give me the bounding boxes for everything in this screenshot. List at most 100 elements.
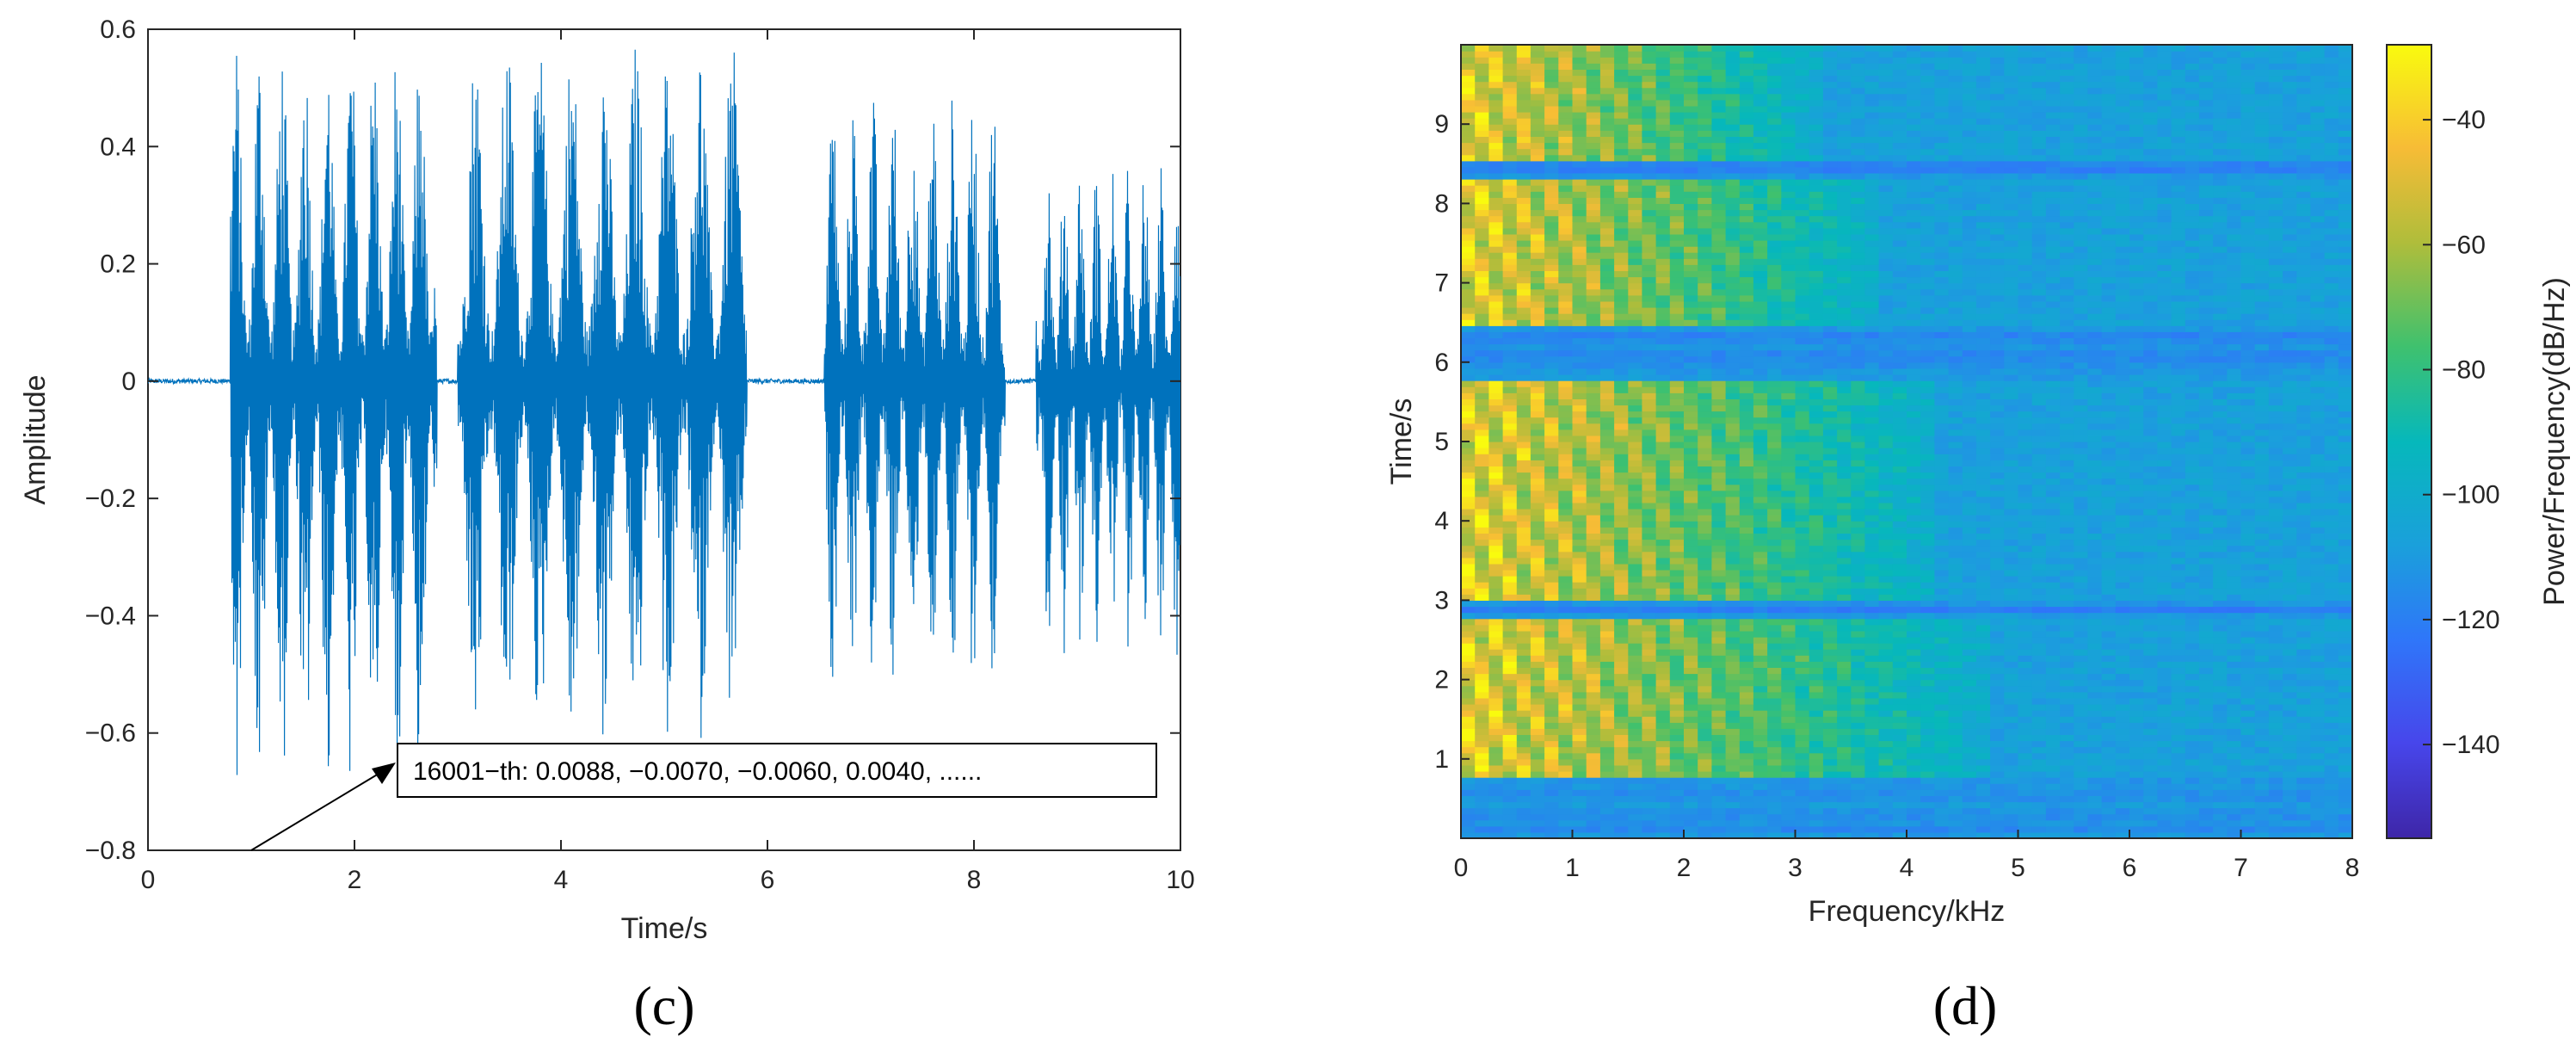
spectrogram-cell [2240,490,2256,497]
spectrogram-cell [2157,398,2172,406]
spectrogram-cell [2087,606,2103,614]
spectrogram-cell [2018,484,2033,491]
spectrogram-cell [1864,667,1880,675]
spectrogram-cell [1962,576,1977,583]
spectrogram-cell [2283,710,2297,717]
spectrogram-cell [1962,533,1977,540]
spectrogram-cell [2004,478,2019,485]
spectrogram-cell [1628,417,1643,424]
spectrogram-cell [1753,472,1768,479]
spectrogram-cell [2115,576,2130,583]
spectrogram-cell [2227,484,2242,491]
spectrogram-cell [1948,831,1963,839]
spectrogram-cell [2074,563,2089,571]
spectrogram-cell [2240,367,2256,375]
spectrogram-cell [1962,813,1977,821]
spectrogram-cell [2296,661,2312,668]
spectrogram-cell [2283,527,2297,534]
spectrogram-cell [2115,521,2130,528]
spectrogram-cell [2060,557,2074,565]
spectrogram-cell [2213,801,2228,809]
spectrogram-cell [2240,392,2256,399]
spectrogram-cell [1767,746,1782,754]
spectrogram-cell [1781,594,1796,601]
spectrogram-cell [1642,801,1657,809]
spectrogram-cell [2296,777,2312,784]
spectrogram-cell [2171,661,2186,668]
spectrogram-cell [1488,777,1504,784]
spectrogram-cell [1669,783,1685,790]
spectrogram-cell [1516,722,1531,729]
spectrogram-cell [2171,667,2186,675]
spectrogram-cell [1502,728,1518,735]
spectrogram-cell [1739,710,1754,717]
spectrogram-cell [1878,435,1894,442]
spectrogram-cell [1628,685,1643,693]
spectrogram-cell [2283,423,2297,430]
spectrogram-cell [2213,551,2228,559]
spectrogram-cell [1907,728,1921,735]
spectrogram-cell [1614,551,1629,559]
spectrogram-cell [2268,722,2283,729]
spectrogram-cell [1851,831,1866,839]
spectrogram-cell [2004,454,2019,460]
spectrogram-cell [1907,813,1921,821]
spectrogram-cell [1920,417,1935,424]
spectrogram-cell [1655,606,1671,614]
spectrogram-cell [1837,783,1852,790]
spectrogram-cell [1488,361,1504,369]
spectrogram-cell [2143,819,2158,827]
spectrogram-cell [2087,758,2103,766]
panel-c-x-ticks: 0 2 4 6 8 10 [141,29,1195,894]
spectrogram-cell [2129,691,2144,699]
spectrogram-cell [1822,527,1838,534]
spectrogram-cell [1669,795,1685,803]
spectrogram-cell [2268,367,2283,375]
spectrogram-cell [1878,442,1894,448]
spectrogram-cell [2324,807,2339,815]
spectrogram-cell [1488,502,1504,509]
spectrogram-cell [2060,685,2074,693]
spectrogram-cell [1516,740,1531,748]
spectrogram-cell [1516,582,1531,589]
spectrogram-cell [2254,521,2270,528]
spectrogram-cell [1878,716,1894,723]
spectrogram-cell [2185,533,2200,540]
spectrogram-cell [2060,442,2074,448]
spectrogram-cell [1586,831,1601,839]
spectrogram-cell [2031,594,2047,601]
spectrogram-cell [1488,404,1504,412]
spectrogram-cell [1753,563,1768,571]
spectrogram-cell [2283,539,2297,547]
spectrogram-cell [1809,466,1824,473]
spectrogram-cell [1948,417,1963,424]
spectrogram-cell [1767,716,1782,723]
spectrogram-cell [2157,472,2172,479]
spectrogram-cell [1795,367,1810,375]
spectrogram-cell [2324,448,2339,454]
spectrogram-cell [1948,582,1963,589]
spectrogram-cell [2227,545,2242,553]
spectrogram-cell [1725,624,1741,632]
spectrogram-cell [1892,588,1907,595]
spectrogram-cell [1934,783,1950,790]
spectrogram-cell [1907,509,1921,516]
spectrogram-cell [2045,429,2061,436]
spectrogram-cell [1488,466,1504,473]
spectrogram-cell [2074,758,2089,766]
spectrogram-cell [2254,454,2270,460]
spectrogram-cell [1711,411,1727,418]
spectrogram-cell [2129,594,2144,601]
spectrogram-cell [2227,697,2242,705]
spectrogram-cell [1822,813,1838,821]
spectrogram-cell [1502,374,1518,381]
spectrogram-cell [1544,764,1559,772]
spectrogram-cell [1795,600,1810,608]
spectrogram-cell [1767,502,1782,509]
spectrogram-cell [1809,515,1824,522]
spectrogram-cell [2004,655,2019,662]
spectrogram-cell [1851,661,1866,668]
spectrogram-cell [2004,527,2019,534]
spectrogram-cell [2157,673,2172,681]
spectrogram-cell [2171,734,2186,742]
